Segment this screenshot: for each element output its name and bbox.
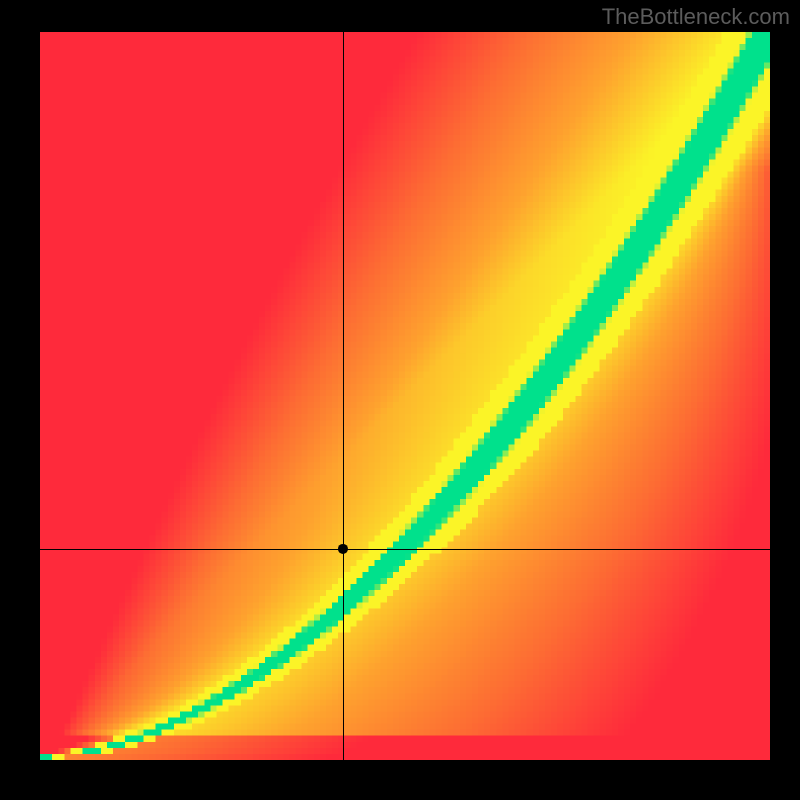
crosshair-overlay bbox=[0, 0, 800, 800]
watermark-text: TheBottleneck.com bbox=[602, 4, 790, 30]
chart-container: TheBottleneck.com bbox=[0, 0, 800, 800]
